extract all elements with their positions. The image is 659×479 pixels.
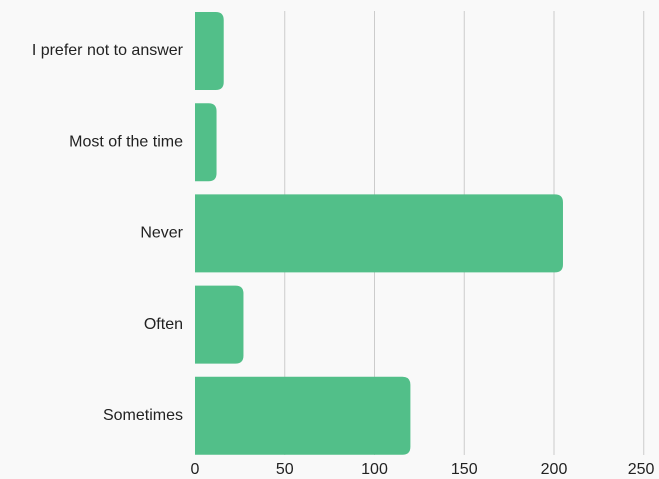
bars: [195, 12, 563, 455]
bar-i-prefer-not-to-answer: [195, 12, 224, 90]
x-tick-labels: 0 50 100 150 200 250: [191, 461, 655, 478]
x-tick-label-200: 200: [541, 461, 568, 478]
x-tick-label-0: 0: [191, 461, 200, 478]
category-labels: I prefer not to answer Most of the time Ne…: [32, 42, 184, 424]
category-label-never: Never: [140, 225, 183, 242]
category-label-i-prefer-not-to-answer: I prefer not to answer: [32, 42, 184, 59]
bar-sometimes: [195, 376, 411, 455]
x-tick-label-50: 50: [276, 461, 294, 478]
category-label-most-of-the-time: Most of the time: [69, 133, 183, 150]
bar-often: [195, 285, 244, 364]
bar-most-of-the-time: [195, 103, 217, 182]
x-tick-label-150: 150: [451, 461, 478, 478]
category-label-often: Often: [144, 316, 183, 333]
x-tick-label-100: 100: [361, 461, 388, 478]
bar-never: [195, 194, 563, 273]
x-tick-label-250: 250: [628, 461, 655, 478]
category-label-sometimes: Sometimes: [103, 407, 183, 424]
